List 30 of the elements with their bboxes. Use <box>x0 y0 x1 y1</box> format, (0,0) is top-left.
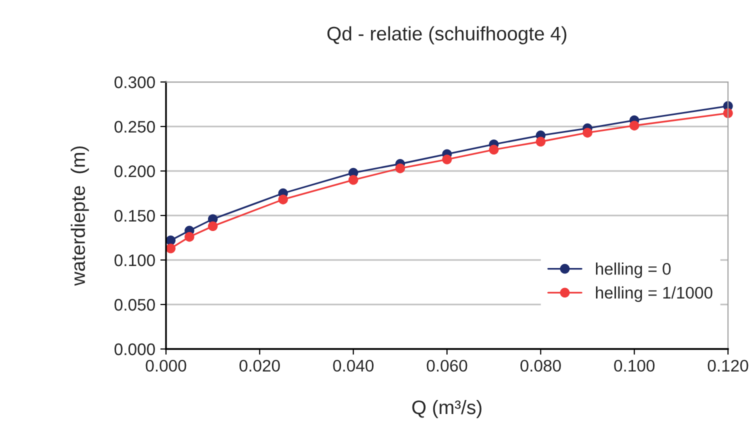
point <box>395 163 406 174</box>
point <box>442 154 452 164</box>
point <box>348 175 358 185</box>
point <box>208 221 218 232</box>
point <box>488 144 499 154</box>
y-tick-label: 0.300 <box>114 76 155 88</box>
point <box>629 120 640 130</box>
x-axis-title: Q (m³/s) <box>412 400 482 418</box>
x-tick-label: 0.100 <box>614 360 655 372</box>
x-tick-label: 0.120 <box>708 360 748 372</box>
y-axis-title: waterdiepte (m) <box>70 146 89 286</box>
point <box>278 194 288 204</box>
legend-label: helling = 1/1000 <box>596 286 712 302</box>
point <box>166 244 176 254</box>
y-tick-label: 0.100 <box>114 254 155 266</box>
legend-label: helling = 0 <box>596 262 671 278</box>
y-tick-label: 0.250 <box>114 120 155 133</box>
point <box>184 232 194 242</box>
point <box>582 128 592 138</box>
chart-title: Qd - relatie (schuifhoogte 4) <box>327 26 566 44</box>
x-tick-label: 0.020 <box>239 360 280 372</box>
x-tick-label: 0.000 <box>146 360 186 372</box>
point <box>536 136 546 146</box>
x-tick-label: 0.040 <box>333 360 374 372</box>
y-tick-label: 0.050 <box>114 298 155 311</box>
y-tick-label: 0.000 <box>114 343 155 356</box>
x-tick-label: 0.080 <box>520 360 561 372</box>
y-tick-label: 0.150 <box>114 210 155 222</box>
x-tick-label: 0.060 <box>426 360 468 372</box>
y-tick-label: 0.200 <box>114 165 155 178</box>
